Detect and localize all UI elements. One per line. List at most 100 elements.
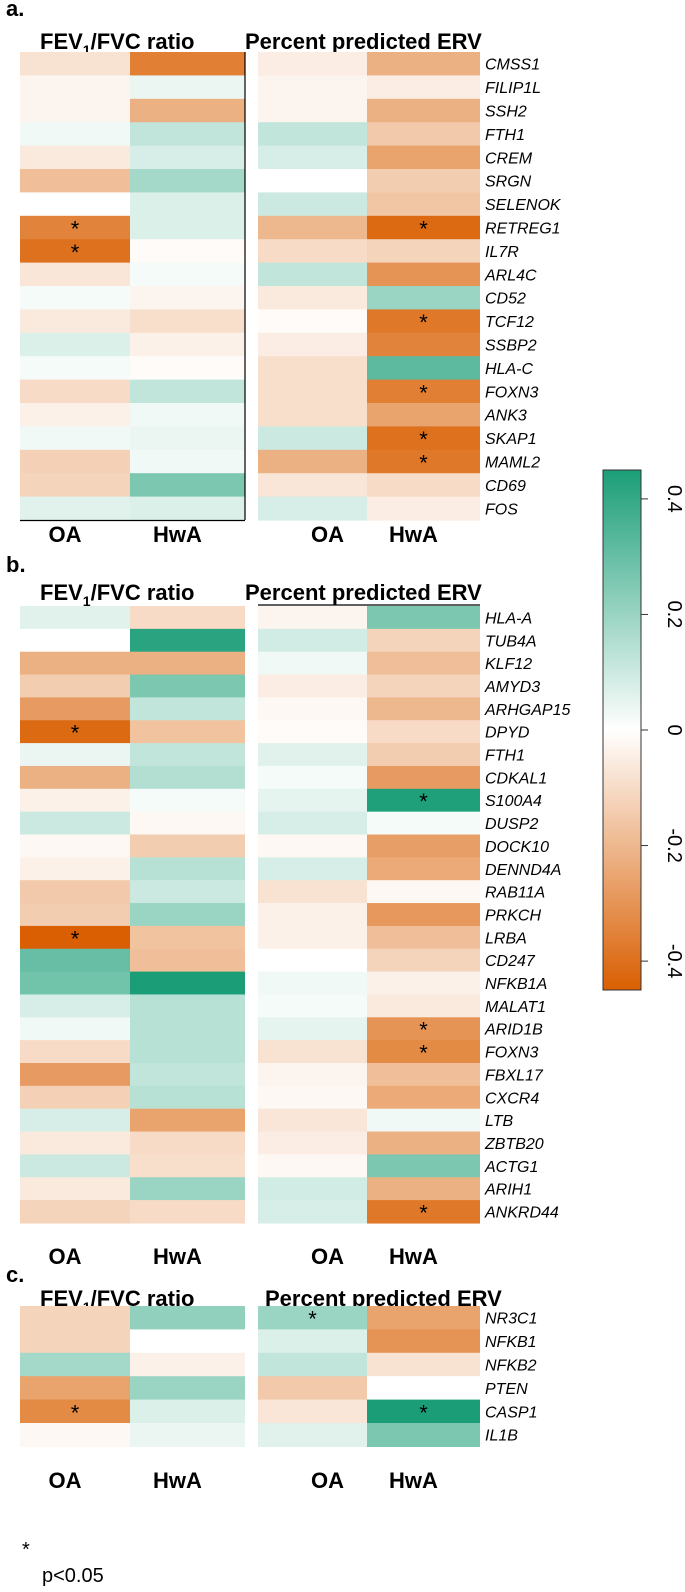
- cell-erv-oa-hla-c: [258, 356, 367, 381]
- gene-label: NFKB1A: [485, 976, 547, 993]
- cell-fev-oa-klf12: [20, 651, 130, 676]
- cell-fev-hwa-hla-c: [130, 356, 245, 381]
- cell-fev-oa-actg1: [20, 1154, 130, 1178]
- footnote-star: *: [22, 1539, 30, 1561]
- cell-fev-oa-zbtb20: [20, 1131, 130, 1155]
- cell-erv-hwa-filip1l: [367, 75, 480, 100]
- gene-label: FTH1: [485, 127, 525, 144]
- cell-fev-oa-filip1l: [20, 75, 130, 100]
- footnote-text: p<0.05: [42, 1565, 104, 1587]
- cell-fev-oa-casp1: [20, 1399, 130, 1424]
- significance-star: *: [419, 1201, 428, 1226]
- footnote: * p<0.05: [22, 1539, 104, 1587]
- column-label: HwA: [389, 522, 438, 547]
- significance-star: *: [419, 1041, 428, 1066]
- cell-fev-oa-maml2: [20, 449, 130, 474]
- gene-label: CASP1: [485, 1404, 537, 1421]
- cell-erv-oa-cxcr4: [258, 1085, 367, 1110]
- column-label: HwA: [153, 1244, 202, 1269]
- cell-erv-hwa-cxcr4: [367, 1085, 480, 1110]
- cell-erv-hwa-arl4c: [367, 262, 480, 287]
- cell-fev-hwa-nfkb1: [130, 1329, 245, 1354]
- gene-label: FBXL17: [485, 1067, 544, 1084]
- cell-erv-hwa-srgn: [367, 169, 480, 193]
- cell-fev-hwa-arih1: [130, 1177, 245, 1201]
- cell-fev-oa-fth1: [20, 122, 130, 147]
- cell-erv-oa-casp1: [258, 1399, 367, 1424]
- cell-fev-oa-rab11a: [20, 880, 130, 904]
- cell-erv-hwa-ank3: [367, 403, 480, 427]
- cell-erv-hwa-ssh2: [367, 98, 480, 123]
- cell-fev-hwa-ssh2: [130, 98, 245, 123]
- cell-erv-oa-tcf12: [258, 309, 367, 334]
- gene-label: CMSS1: [485, 57, 540, 74]
- erv-title: Percent predicted ERV: [245, 29, 482, 54]
- gene-label: PTEN: [485, 1381, 528, 1398]
- cell-fev-hwa-cd52: [130, 286, 245, 310]
- cell-erv-hwa-maml2: [367, 449, 480, 474]
- cell-fev-oa-malat1: [20, 994, 130, 1018]
- cell-erv-oa-cd52: [258, 286, 367, 310]
- cell-erv-hwa-cmss1: [367, 52, 480, 76]
- cell-erv-hwa-pten: [367, 1376, 480, 1401]
- cell-erv-oa-tub4a: [258, 628, 367, 653]
- cell-fev-oa-ankrd44: [20, 1200, 130, 1224]
- cell-fev-oa-amyd3: [20, 674, 130, 698]
- colorbar: 0.4 0.2 0 -0.2 -0.4: [602, 469, 685, 991]
- cell-erv-oa-nfkb1a: [258, 971, 367, 996]
- cell-fev-oa-hla-c: [20, 356, 130, 381]
- significance-star: *: [419, 1018, 428, 1043]
- heatmap-panels: a.FEV1/FVC ratio Percent predicted ERV***…: [6, 0, 570, 1493]
- cell-erv-hwa-il1b: [367, 1423, 480, 1447]
- gene-label: CD247: [485, 953, 536, 970]
- gene-label: SKAP1: [485, 431, 537, 448]
- cell-erv-oa-zbtb20: [258, 1131, 367, 1155]
- significance-star: *: [419, 451, 428, 476]
- cell-erv-oa-lrba: [258, 925, 367, 950]
- column-label: HwA: [389, 1468, 438, 1493]
- gene-label: DOCK10: [485, 839, 549, 856]
- cell-fev-hwa-foxn3: [130, 379, 245, 404]
- cell-fev-oa-cdkal1: [20, 765, 130, 790]
- column-label: OA: [311, 1244, 344, 1269]
- gene-label: ACTG1: [484, 1159, 538, 1176]
- cell-fev-hwa-nfkb2: [130, 1352, 245, 1377]
- colorbar-gradient: [602, 469, 642, 991]
- colorbar-tick-label: 0.2: [663, 600, 685, 628]
- gene-label: LRBA: [485, 930, 527, 947]
- cell-fev-oa-tcf12: [20, 309, 130, 334]
- panel-label: b.: [6, 552, 26, 577]
- gene-label: NFKB1: [485, 1334, 537, 1351]
- cell-fev-hwa-foxn3: [130, 1040, 245, 1064]
- cell-erv-oa-skap1: [258, 426, 367, 451]
- cell-erv-oa-s100a4: [258, 788, 367, 813]
- cell-fev-hwa-fth1: [130, 743, 245, 767]
- cell-erv-oa-dock10: [258, 834, 367, 858]
- cell-erv-hwa-fth1: [367, 122, 480, 147]
- cell-fev-hwa-dpyd: [130, 720, 245, 744]
- panel-a: a.FEV1/FVC ratio Percent predicted ERV***…: [6, 0, 562, 547]
- cell-erv-oa-klf12: [258, 651, 367, 676]
- cell-erv-oa-ank3: [258, 403, 367, 427]
- cell-fev-oa-nfkb2: [20, 1352, 130, 1377]
- cell-erv-oa-crem: [258, 145, 367, 170]
- fev-title: FEV1/FVC ratio: [40, 580, 195, 609]
- gene-label: ARHGAP15: [484, 702, 570, 719]
- colorbar-tick-label: -0.4: [663, 944, 685, 978]
- cell-fev-hwa-zbtb20: [130, 1131, 245, 1155]
- cell-fev-hwa-casp1: [130, 1399, 245, 1424]
- cell-fev-oa-tub4a: [20, 628, 130, 653]
- cell-erv-oa-cd69: [258, 473, 367, 498]
- column-label: HwA: [153, 522, 202, 547]
- cell-erv-hwa-foxn3: [367, 379, 480, 404]
- cell-fev-oa-cmss1: [20, 52, 130, 76]
- column-label: OA: [49, 1244, 82, 1269]
- cell-fev-hwa-dennd4a: [130, 857, 245, 881]
- cell-fev-hwa-fth1: [130, 122, 245, 147]
- cell-fev-hwa-ankrd44: [130, 1200, 245, 1224]
- cell-fev-oa-nr3c1: [20, 1306, 130, 1330]
- gene-label: DENND4A: [485, 862, 561, 879]
- gene-label: MALAT1: [485, 999, 546, 1016]
- cell-fev-hwa-amyd3: [130, 674, 245, 698]
- cell-erv-oa-ankrd44: [258, 1200, 367, 1224]
